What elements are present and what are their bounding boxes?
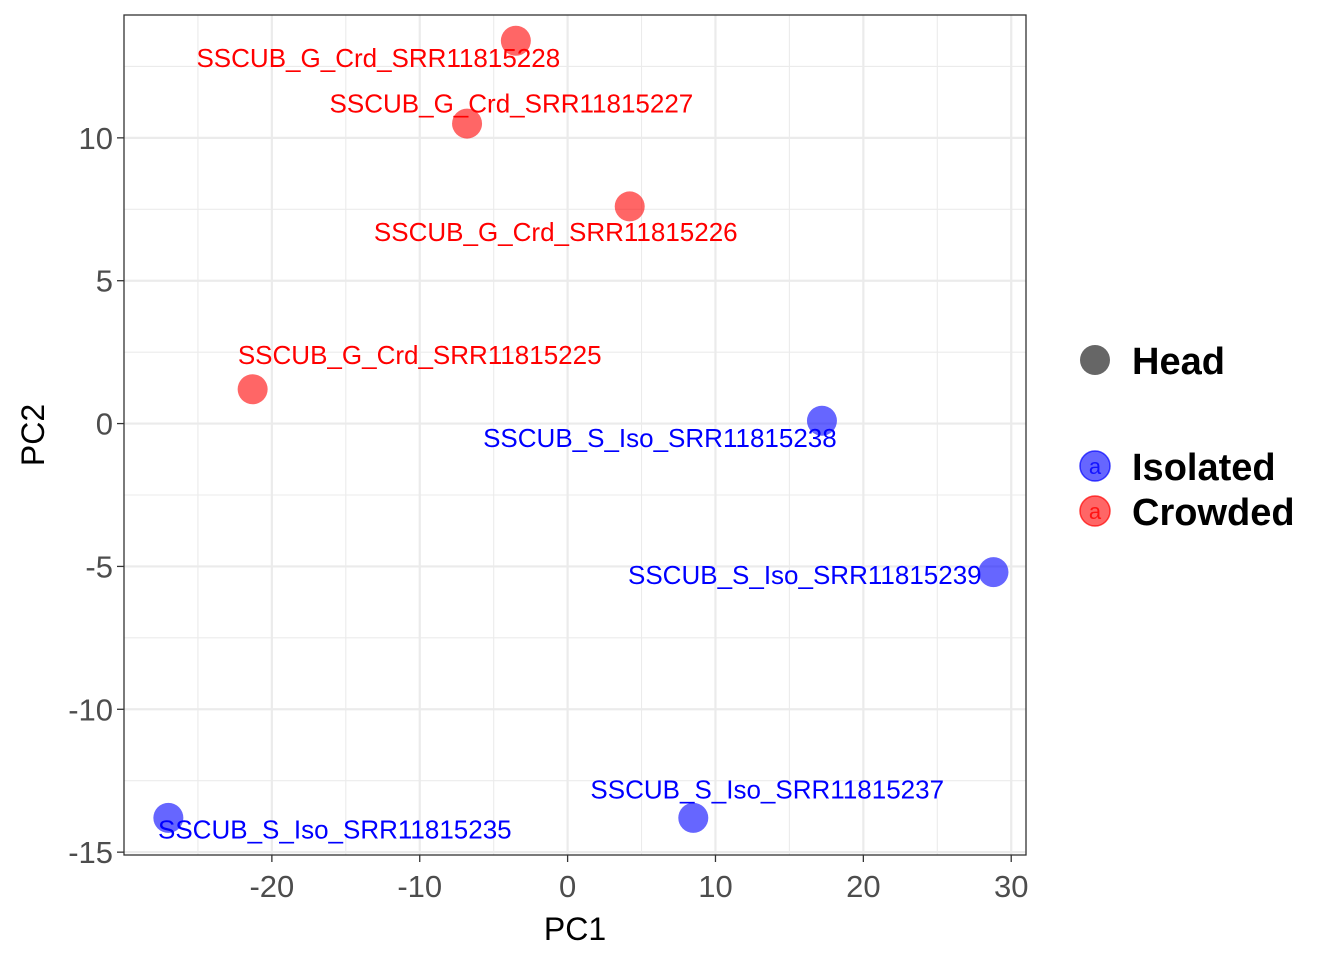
point-label: SSCUB_G_Crd_SRR11815227 bbox=[330, 89, 694, 119]
y-tick-label: -5 bbox=[85, 549, 113, 584]
x-axis-title: PC1 bbox=[544, 911, 606, 947]
point-label: SSCUB_S_Iso_SRR11815237 bbox=[590, 774, 944, 804]
legend-key-glyph: a bbox=[1089, 454, 1102, 479]
legend: Head a Isolated a Crowded bbox=[1079, 341, 1295, 534]
data-point bbox=[614, 191, 645, 222]
legend-key-glyph: a bbox=[1089, 499, 1102, 524]
x-tick-label: 0 bbox=[559, 869, 576, 904]
data-point bbox=[978, 557, 1009, 588]
x-tick-label: -20 bbox=[249, 869, 294, 904]
legend-entry-label: Crowded bbox=[1132, 492, 1295, 534]
x-tick-label: 30 bbox=[994, 869, 1028, 904]
x-tick-label: 20 bbox=[846, 869, 880, 904]
point-label: SSCUB_S_Iso_SRR11815235 bbox=[158, 814, 512, 844]
y-tick-label: -10 bbox=[68, 692, 113, 727]
plot-area: SSCUB_G_Crd_SRR11815228 SSCUB_G_Crd_SRR11… bbox=[15, 14, 1028, 947]
y-tick-label: 0 bbox=[96, 407, 113, 442]
y-tick-label: 10 bbox=[79, 121, 113, 156]
x-tick-label: 10 bbox=[698, 869, 732, 904]
data-point bbox=[237, 374, 268, 405]
point-label: SSCUB_S_Iso_SRR11815239 bbox=[628, 560, 982, 590]
legend-entry-label: Isolated bbox=[1132, 447, 1276, 489]
panel-border bbox=[123, 14, 1027, 856]
panel-background bbox=[124, 15, 1026, 855]
y-axis-title: PC2 bbox=[15, 404, 51, 466]
y-tick-label: -15 bbox=[68, 835, 113, 870]
data-point bbox=[452, 108, 483, 139]
data-point bbox=[678, 802, 709, 833]
point-label: SSCUB_G_Crd_SRR11815228 bbox=[196, 43, 560, 73]
data-point bbox=[806, 405, 837, 436]
legend-shape-title: Head bbox=[1132, 341, 1225, 383]
legend-shape-key bbox=[1080, 345, 1110, 375]
y-tick-label: 5 bbox=[96, 264, 113, 299]
legend-color-key bbox=[1079, 450, 1111, 482]
point-label: SSCUB_S_Iso_SRR11815238 bbox=[483, 423, 837, 453]
point-label: SSCUB_G_Crd_SRR11815225 bbox=[238, 340, 602, 370]
point-label: SSCUB_G_Crd_SRR11815226 bbox=[374, 217, 738, 247]
data-point bbox=[500, 25, 531, 56]
legend-color-key bbox=[1079, 495, 1111, 527]
data-point bbox=[153, 802, 184, 833]
x-tick-label: -10 bbox=[397, 869, 442, 904]
